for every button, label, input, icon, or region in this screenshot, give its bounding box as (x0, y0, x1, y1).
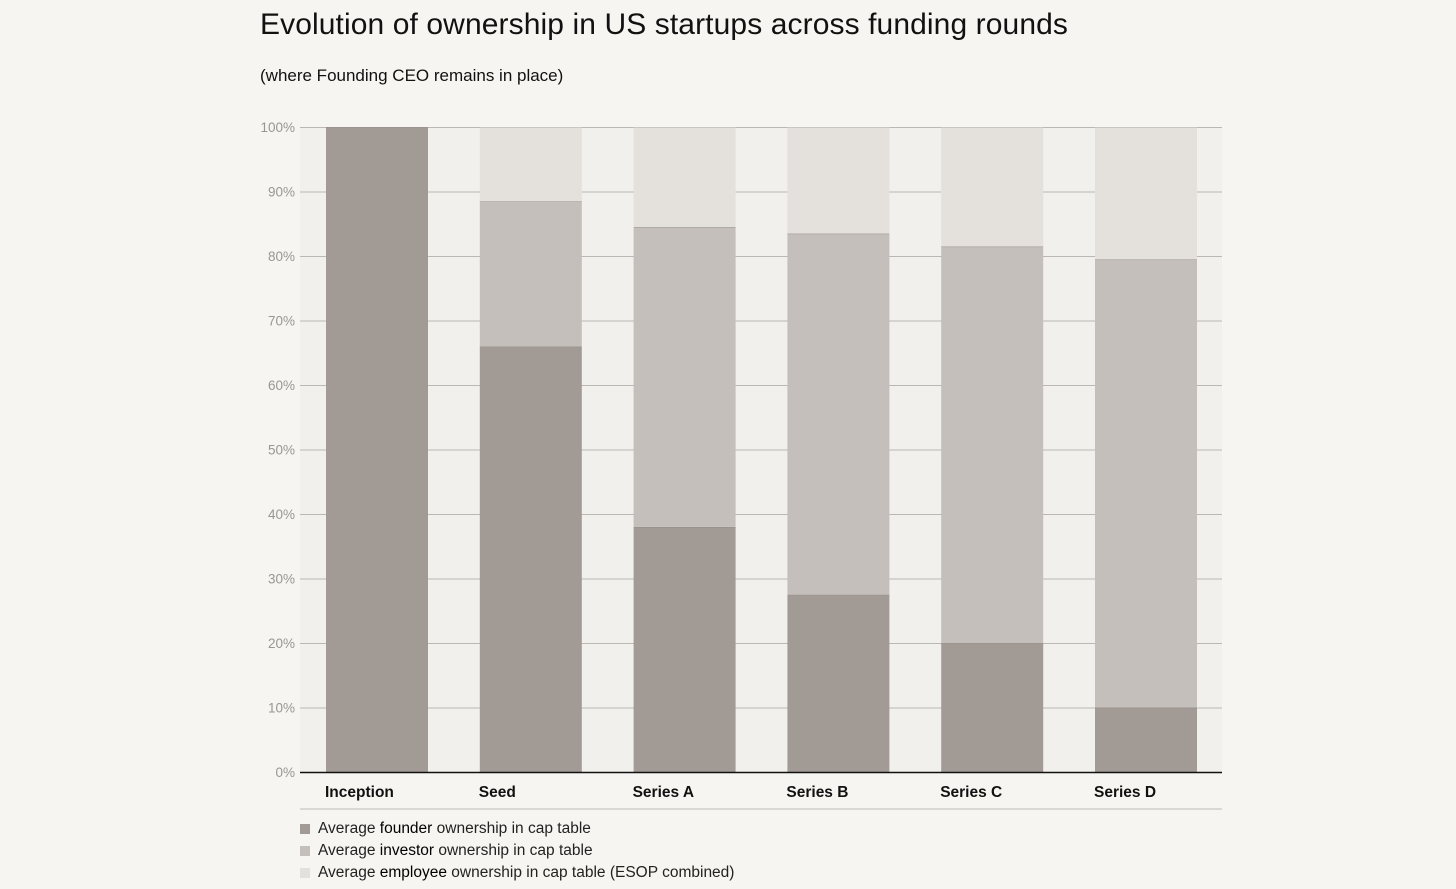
legend-swatch (300, 846, 310, 856)
chart-title: Evolution of ownership in US startups ac… (260, 8, 1069, 41)
bar-employee (941, 127, 1044, 247)
y-tick-label: 70% (268, 314, 295, 329)
x-tick-label: Series C (940, 784, 1002, 801)
legend-label: Average founder ownership in cap table (318, 820, 591, 837)
bar-employee (633, 127, 736, 227)
bar-founder (479, 346, 582, 772)
bar-investor (633, 226, 736, 527)
legend-item-investor: Average investor ownership in cap table (300, 840, 734, 862)
x-tick-label: Inception (325, 784, 394, 801)
bar-investor (479, 201, 582, 347)
bar-investor (1095, 259, 1197, 708)
y-tick-label: 90% (268, 185, 295, 200)
x-tick-label: Seed (479, 784, 516, 801)
y-tick-label: 100% (260, 120, 295, 135)
chart-subtitle: (where Founding CEO remains in place) (260, 66, 564, 85)
legend-label: Average investor ownership in cap table (318, 842, 593, 859)
x-tick-label: Series A (633, 784, 694, 801)
y-tick-label: 10% (268, 701, 295, 716)
y-tick-label: 40% (268, 507, 295, 522)
y-tick-label: 50% (268, 443, 295, 458)
x-tick-label: Series D (1094, 784, 1156, 801)
legend-swatch (300, 824, 310, 834)
bar-founder (941, 643, 1044, 772)
legend-item-founder: Average founder ownership in cap table (300, 818, 734, 840)
y-tick-label: 0% (275, 765, 295, 780)
y-tick-label: 20% (268, 636, 295, 651)
bar-employee (479, 127, 582, 202)
y-tick-label: 80% (268, 249, 295, 264)
bar-founder (1095, 707, 1197, 772)
plot-area (300, 127, 1222, 772)
bar-founder (633, 526, 736, 772)
legend-swatch (300, 868, 310, 878)
bar-employee (1095, 127, 1197, 260)
legend-item-employee: Average employee ownership in cap table … (300, 862, 734, 884)
bar-employee (787, 127, 890, 234)
legend-label: Average employee ownership in cap table … (318, 864, 735, 881)
y-tick-label: 60% (268, 378, 295, 393)
bar-founder (787, 594, 890, 772)
bar-founder (326, 127, 428, 772)
bar-investor (941, 246, 1044, 643)
bar-investor (787, 233, 890, 595)
x-tick-label: Series B (786, 784, 848, 801)
legend: Average founder ownership in cap table Av… (300, 818, 734, 884)
y-tick-label: 30% (268, 572, 295, 587)
